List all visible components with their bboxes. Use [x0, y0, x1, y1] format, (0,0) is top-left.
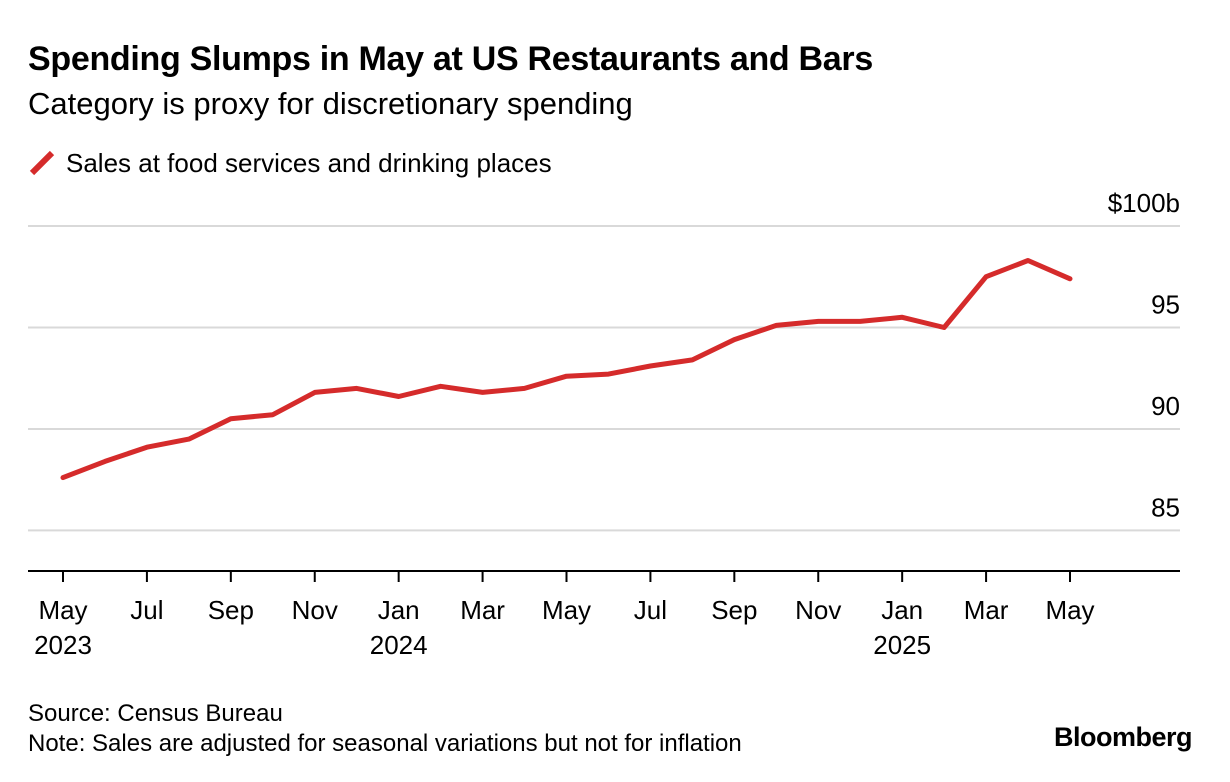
x-tick-label: Mar — [460, 595, 505, 625]
x-tick-label: Jul — [130, 595, 163, 625]
y-tick-label: 85 — [1151, 492, 1180, 522]
x-axis — [28, 570, 1180, 582]
legend-label: Sales at food services and drinking plac… — [66, 147, 552, 178]
footnote: Note: Sales are adjusted for seasonal va… — [28, 730, 742, 757]
x-tick-label: Nov — [292, 595, 338, 625]
series — [60, 258, 1073, 481]
bloomberg-logo: Bloomberg — [1053, 722, 1193, 752]
legend-line-icon — [29, 150, 55, 176]
y-axis-labels: $100b 95 90 85 — [1108, 188, 1180, 522]
x-year-label: 2023 — [34, 630, 92, 660]
x-tick-label: Jan — [881, 595, 923, 625]
x-tick-label: Nov — [795, 595, 841, 625]
chart-subtitle: Category is proxy for discretionary spen… — [28, 86, 633, 121]
source-note: Source: Census Bureau — [28, 700, 283, 727]
x-tick-label: May — [542, 595, 591, 625]
x-tick-label: May — [1045, 595, 1094, 625]
y-tick-label: 90 — [1151, 391, 1180, 421]
x-tick-label: Sep — [711, 595, 757, 625]
x-tick-label: Mar — [964, 595, 1009, 625]
chart-title: Spending Slumps in May at US Restaurants… — [28, 40, 873, 78]
x-tick-label: Jul — [634, 595, 667, 625]
y-tick-label: 95 — [1151, 289, 1180, 319]
x-axis-labels: May 2023 Jul Sep Nov Jan 2024 Mar May Jul Sep Nov Ja… — [34, 595, 1094, 660]
x-tick-label: May — [38, 595, 87, 625]
series-line — [60, 258, 1073, 481]
x-year-label: 2024 — [370, 630, 428, 660]
legend: Sales at food services and drinking plac… — [28, 146, 552, 180]
x-tick-label: Jan — [378, 595, 420, 625]
y-tick-label: $100b — [1108, 188, 1180, 218]
x-tick-label: Sep — [208, 595, 254, 625]
gridlines — [28, 225, 1180, 532]
x-year-label: 2025 — [873, 630, 931, 660]
